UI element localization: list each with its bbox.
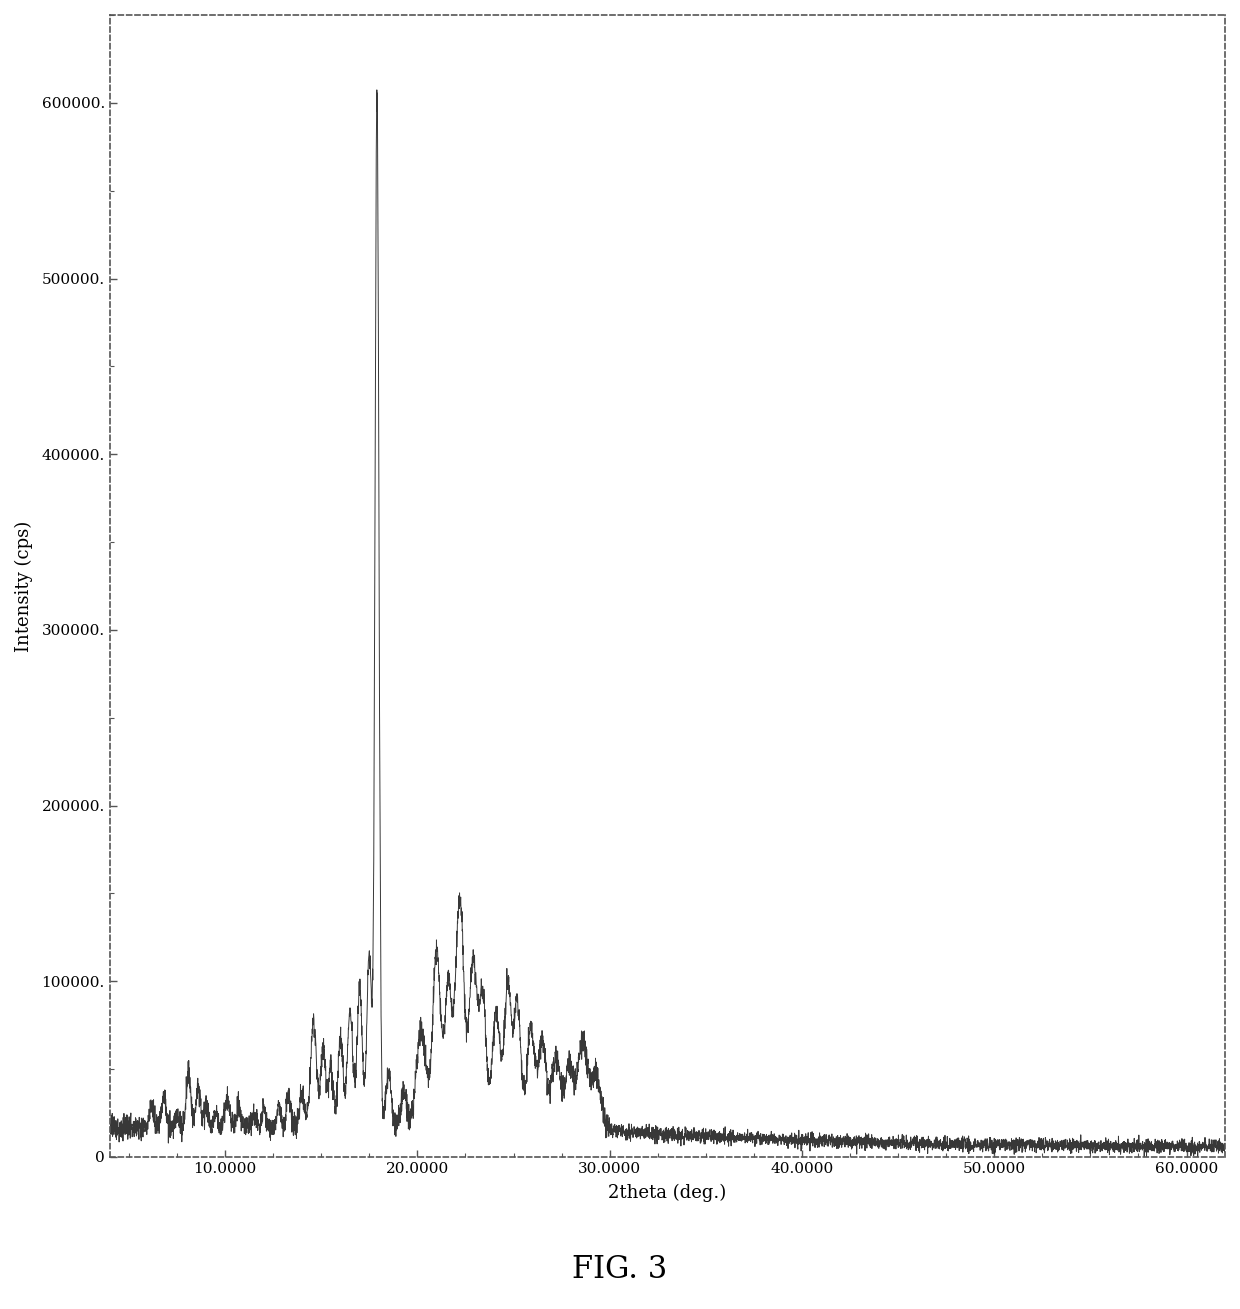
- Text: FIG. 3: FIG. 3: [573, 1254, 667, 1285]
- X-axis label: 2theta (deg.): 2theta (deg.): [609, 1185, 727, 1203]
- Y-axis label: Intensity (cps): Intensity (cps): [15, 521, 33, 652]
